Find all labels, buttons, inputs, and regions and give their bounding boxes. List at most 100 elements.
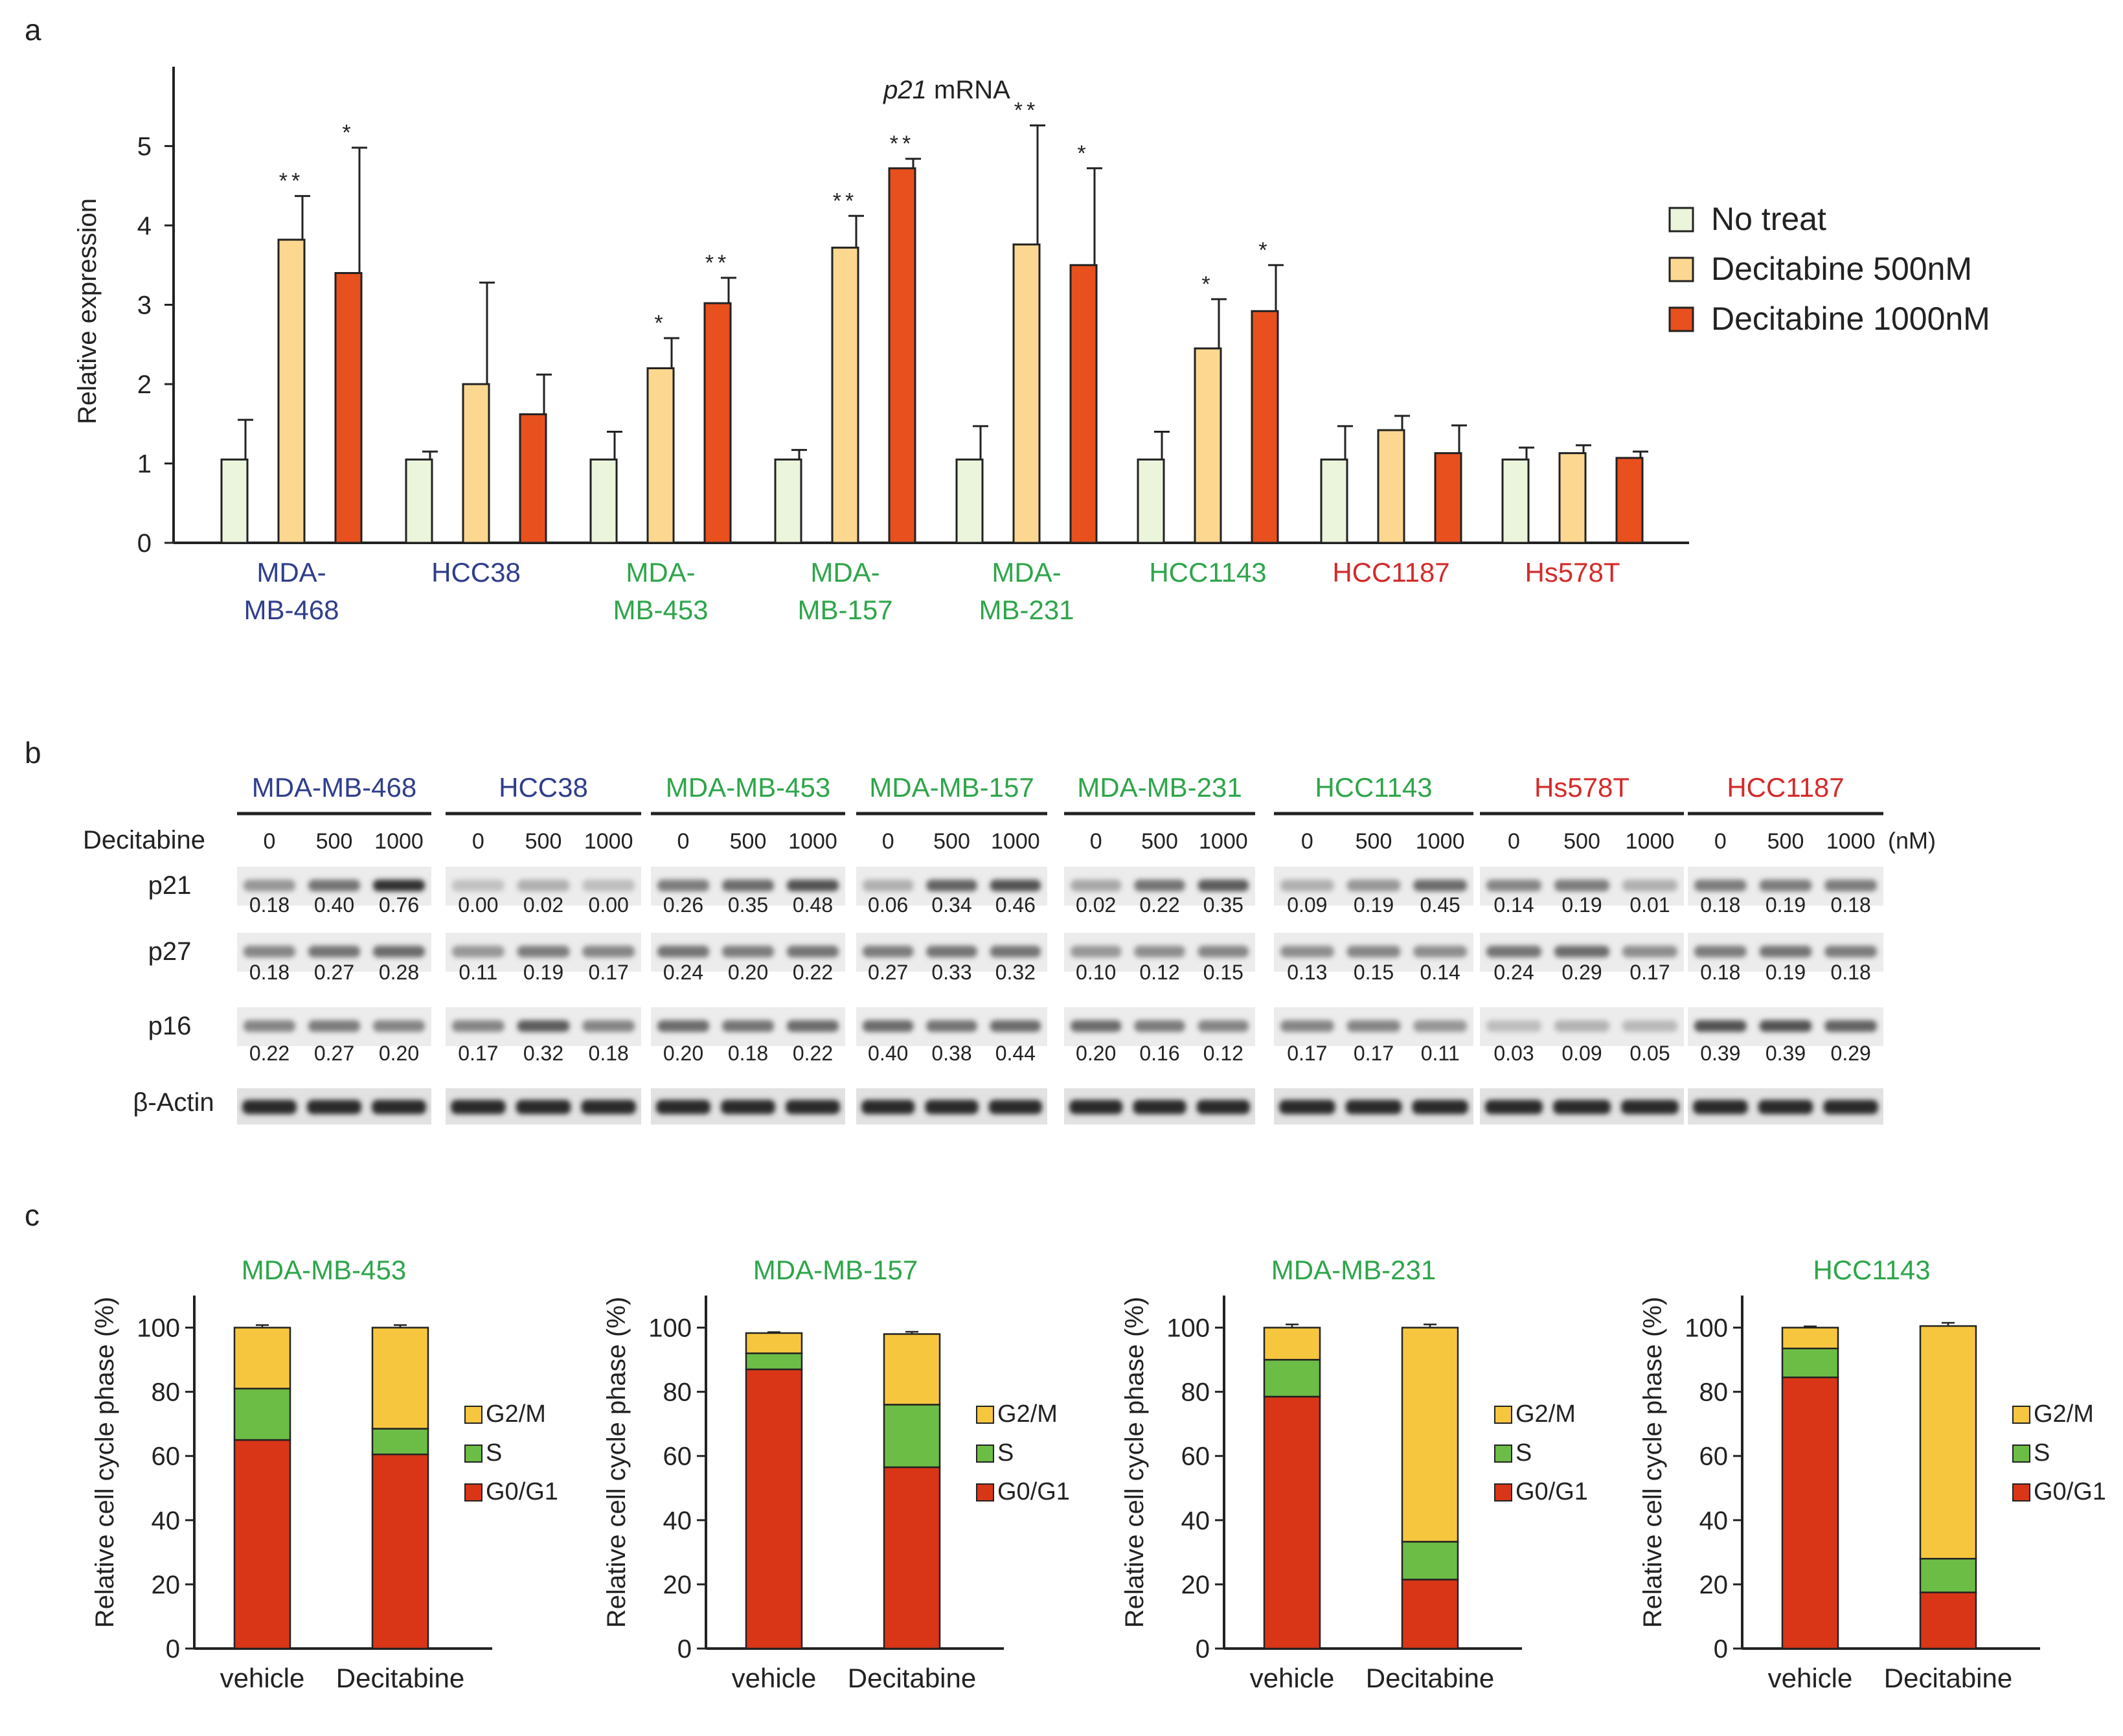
legend-label: G0/G1 xyxy=(997,1478,1070,1505)
stack-segment-2 xyxy=(1781,1327,1839,1349)
bar-0 xyxy=(220,458,249,544)
blot-band xyxy=(657,946,709,957)
bar-1 xyxy=(1194,347,1222,544)
cell-cycle-chart-1: MDA-MB-157 0 20 40 60 80 100 Relative cell cycl… xyxy=(602,1255,1070,1693)
bar-0 xyxy=(1137,458,1165,544)
chart-title-gene: p21 xyxy=(883,76,927,104)
y-tick-label: 2 xyxy=(137,371,152,399)
legend-label: G0/G1 xyxy=(1516,1478,1588,1505)
cell-cycle-chart-2: MDA-MB-231 0 20 40 60 80 100 Relative cell cycl… xyxy=(1120,1255,1588,1693)
legend-swatch xyxy=(976,1406,994,1424)
dose-label: 0 xyxy=(264,829,276,854)
legend-label: G2/M xyxy=(1516,1400,1576,1428)
blot-row-label-p16: p16 xyxy=(148,1012,192,1040)
legend-swatch xyxy=(2012,1445,2030,1463)
significance-marker: * xyxy=(342,120,354,145)
cell-cycle-chart-3: HCC1143 0 20 40 60 80 100 Relative cell cycle p… xyxy=(1639,1255,2106,1693)
dose-label: 500 xyxy=(316,829,353,854)
stack-segment-1 xyxy=(745,1352,803,1371)
bar-0 xyxy=(1320,458,1348,544)
band-intensity-value: 0.40 xyxy=(314,893,354,917)
y-tick-label: 1 xyxy=(137,450,152,479)
blot-band-actin xyxy=(1196,1100,1250,1114)
band-intensity-value: 0.22 xyxy=(793,961,833,984)
y-tick-label: 40 xyxy=(663,1507,692,1535)
blot-band xyxy=(1694,946,1747,957)
blot-band-actin xyxy=(1279,1100,1335,1114)
blot-band xyxy=(1134,1020,1185,1032)
band-intensity-value: 0.18 xyxy=(249,961,290,984)
blot-band-actin xyxy=(1693,1100,1748,1114)
band-intensity-value: 0.19 xyxy=(1561,893,1602,917)
stack-segment-2 xyxy=(1401,1327,1459,1543)
y-axis-label: Relative cell cycle phase (%) xyxy=(1639,1297,1667,1628)
band-intensity-value: 0.29 xyxy=(1831,1042,1871,1065)
significance-marker: ** xyxy=(833,188,857,213)
x-category-label: HCC1143 xyxy=(1149,557,1266,588)
blot-band xyxy=(1198,946,1249,957)
blot-band xyxy=(1824,880,1877,891)
blot-band xyxy=(1280,1020,1334,1032)
blot-band xyxy=(452,880,505,891)
bar-0 xyxy=(589,458,618,544)
x-category-label: HCC38 xyxy=(431,557,521,588)
band-intensity-value: 0.18 xyxy=(1831,893,1871,917)
dose-label: 500 xyxy=(933,829,970,854)
band-intensity-value: 0.76 xyxy=(379,893,419,917)
bar-1 xyxy=(277,238,306,544)
legend-swatch xyxy=(1668,257,1694,282)
y-axis-label: Relative cell cycle phase (%) xyxy=(1120,1297,1149,1628)
blot-row-label-actin: β-Actin xyxy=(133,1088,214,1117)
blot-band xyxy=(657,1020,709,1032)
blot-band-actin xyxy=(372,1100,426,1114)
blot-band-actin xyxy=(242,1100,297,1114)
legend-swatch xyxy=(1494,1406,1512,1424)
legend-label: S xyxy=(486,1439,502,1467)
x-category-label: Decitabine xyxy=(848,1663,976,1693)
band-intensity-value: 0.15 xyxy=(1203,961,1243,984)
blot-band xyxy=(1622,1020,1677,1032)
x-category-label: Hs578T xyxy=(1525,557,1620,588)
blot-band xyxy=(722,1020,774,1032)
y-tick-label: 0 xyxy=(677,1635,692,1663)
cell-line-header: HCC38 xyxy=(499,772,588,803)
blot-band-actin xyxy=(1345,1100,1402,1114)
y-tick-label: 100 xyxy=(1166,1314,1210,1343)
y-tick-label: 80 xyxy=(152,1378,181,1407)
blot-band xyxy=(1554,1020,1609,1032)
legend-swatch xyxy=(1494,1445,1512,1463)
blot-band xyxy=(1486,946,1541,957)
band-intensity-value: 0.19 xyxy=(1354,893,1394,917)
blot-band xyxy=(373,880,425,891)
significance-marker: ** xyxy=(890,131,914,156)
band-intensity-value: 0.15 xyxy=(1354,961,1394,984)
blot-band-actin xyxy=(1553,1100,1611,1114)
subchart-title: MDA-MB-453 xyxy=(242,1255,406,1285)
bar-0 xyxy=(774,458,802,544)
band-intensity-value: 0.27 xyxy=(314,1042,354,1065)
band-intensity-value: 0.17 xyxy=(1287,1042,1327,1065)
dose-label: 1000 xyxy=(584,829,633,854)
blot-band xyxy=(1694,1020,1747,1032)
blot-band-actin xyxy=(1823,1100,1878,1114)
cell-line-header: HCC1143 xyxy=(1315,772,1432,803)
y-tick-label: 5 xyxy=(137,133,152,161)
blot-band xyxy=(1413,946,1467,957)
band-intensity-value: 0.10 xyxy=(1076,961,1116,984)
y-tick-label: 20 xyxy=(152,1571,181,1599)
x-category-label: MB-157 xyxy=(797,595,892,625)
band-intensity-value: 0.12 xyxy=(1203,1042,1243,1065)
dose-label: 1000 xyxy=(1199,829,1248,854)
band-intensity-value: 0.06 xyxy=(868,893,908,917)
band-intensity-value: 0.11 xyxy=(1421,1042,1460,1065)
band-intensity-value: 0.24 xyxy=(1493,961,1534,984)
bar-2 xyxy=(1434,452,1462,544)
legend-label: G2/M xyxy=(997,1400,1058,1428)
significance-marker: * xyxy=(1201,272,1214,297)
dose-unit-label: (nM) xyxy=(1888,827,1936,854)
blot-band xyxy=(990,880,1041,891)
band-intensity-value: 0.11 xyxy=(459,961,497,984)
band-intensity-value: 0.19 xyxy=(1765,961,1806,984)
legend-swatch xyxy=(976,1445,994,1463)
